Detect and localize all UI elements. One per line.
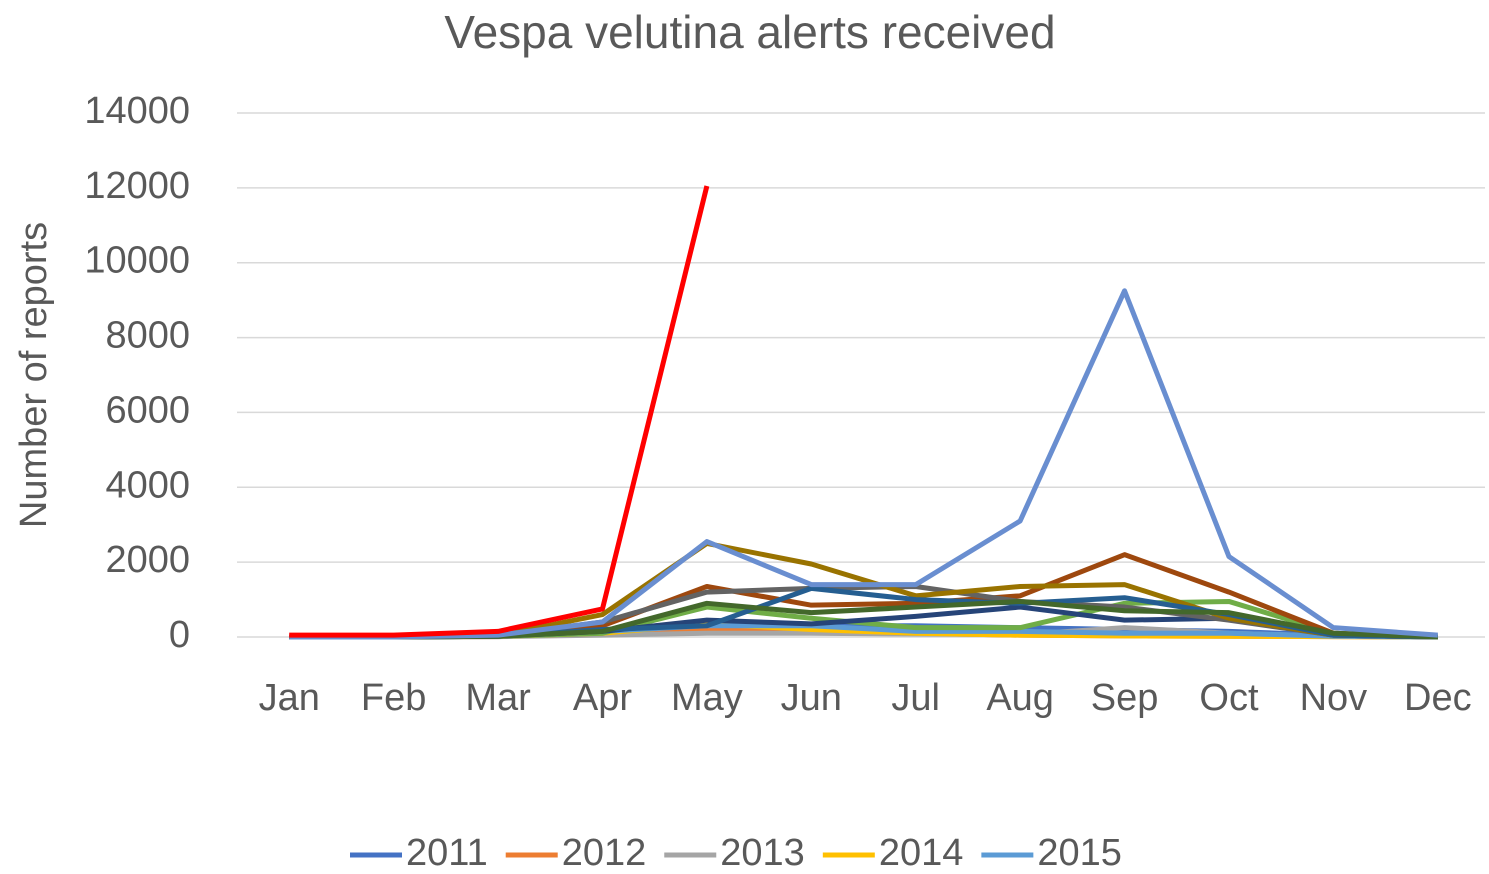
- y-tick-label: 10000: [84, 240, 190, 282]
- legend-label: 2011: [406, 832, 488, 874]
- y-tick-label: 14000: [84, 90, 190, 132]
- x-tick-label: Dec: [1404, 677, 1472, 719]
- chart-title: Vespa velutina alerts received: [444, 6, 1055, 58]
- legend-label: 2013: [720, 832, 805, 874]
- y-tick-label: 4000: [105, 464, 190, 506]
- legend-label: 2015: [1037, 832, 1122, 874]
- y-tick-label: 2000: [105, 539, 190, 581]
- x-tick-label: Aug: [986, 677, 1054, 719]
- series-line: [289, 185, 710, 638]
- x-tick-label: Jan: [259, 677, 320, 719]
- x-tick-label: Feb: [361, 677, 426, 719]
- x-tick-label: Mar: [465, 677, 531, 719]
- x-tick-label: May: [671, 677, 743, 719]
- legend-label: 2012: [562, 832, 647, 874]
- x-tick-label: Jun: [781, 677, 842, 719]
- y-tick-label: 12000: [84, 165, 190, 207]
- y-axis-label: Number of reports: [13, 222, 55, 528]
- x-tick-label: Sep: [1091, 677, 1159, 719]
- y-tick-label: 8000: [105, 315, 190, 357]
- y-tick-label: 6000: [105, 389, 190, 431]
- legend-label: 2014: [879, 832, 964, 874]
- x-tick-label: Nov: [1300, 677, 1368, 719]
- series-line: [289, 288, 1438, 640]
- x-tick-label: Oct: [1199, 677, 1259, 719]
- y-tick-label: 0: [169, 614, 190, 656]
- x-tick-label: Jul: [891, 677, 940, 719]
- x-tick-label: Apr: [573, 677, 632, 719]
